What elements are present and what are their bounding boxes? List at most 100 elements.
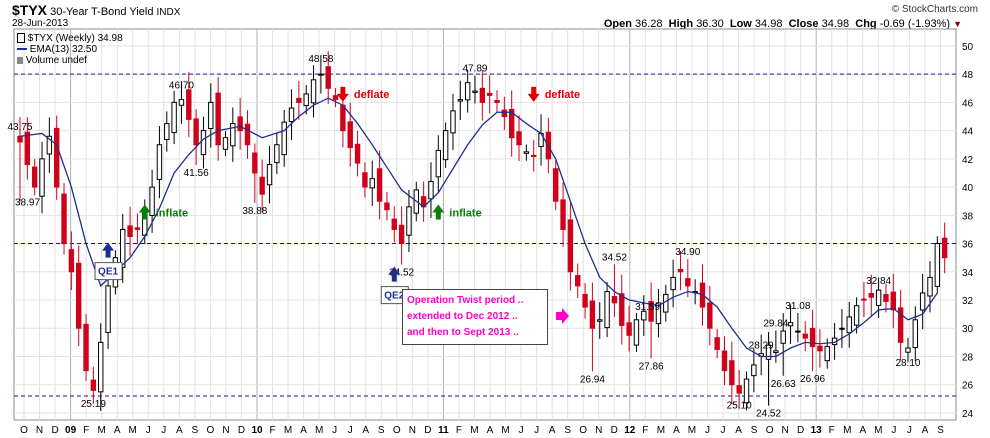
y-tick-label: 34 <box>962 268 974 279</box>
candle-body <box>208 101 214 129</box>
x-tick-label: 13 <box>811 425 823 436</box>
candle-body <box>127 225 133 237</box>
candle-body <box>875 289 882 306</box>
x-tick-label: A <box>549 425 556 436</box>
price-label: 41.56 <box>184 168 209 179</box>
chart-legend: $TYX (Weekly) 34.98 EMA(13) 32.50 Volume… <box>17 33 123 66</box>
candle-body <box>274 144 280 164</box>
legend-volume-icon <box>17 56 23 64</box>
x-tick-label: F <box>456 425 462 436</box>
candle-body <box>347 121 353 149</box>
candle-body <box>516 131 522 146</box>
candle-body <box>105 285 111 333</box>
trend-label: inflate <box>156 208 188 220</box>
candle-body <box>890 291 896 311</box>
price-label: 47.89 <box>462 64 487 75</box>
legend-ema-label: EMA(13) 32.50 <box>29 44 98 55</box>
x-tick-label: F <box>642 425 648 436</box>
ticker-symbol: $TYX <box>12 2 48 18</box>
x-tick-label: A <box>300 425 307 436</box>
price-label: 28.29 <box>749 340 774 351</box>
y-tick-label: 38 <box>962 211 974 222</box>
candle-body <box>780 330 786 344</box>
y-tick-label: 26 <box>962 381 974 392</box>
chg-down-icon: ▼ <box>953 19 962 29</box>
price-label: 34.52 <box>602 252 627 263</box>
arrow-up-icon <box>138 204 151 220</box>
ticker-name: 30-Year T-Bond Yield <box>50 6 154 18</box>
x-tick-label: M <box>470 425 478 436</box>
price-label: 25.10 <box>727 400 752 411</box>
candle-body <box>839 327 845 330</box>
price-label: 26.94 <box>580 374 605 385</box>
x-tick-label: A <box>922 425 929 436</box>
candle-body <box>905 347 911 353</box>
y-tick-label: 36 <box>962 240 974 251</box>
x-tick-label: F <box>269 425 275 436</box>
x-tick-label: 11 <box>438 425 449 436</box>
candle-body <box>310 79 317 104</box>
candle-body <box>685 278 691 287</box>
legend-series-label: $TYX (Weekly) 34.98 <box>27 33 123 44</box>
y-tick-label: 44 <box>962 127 974 138</box>
candle-body <box>589 300 596 329</box>
candle-body <box>384 202 390 211</box>
legend-series: $TYX (Weekly) 34.98 <box>17 33 123 44</box>
x-tick-label: D <box>424 425 431 436</box>
candle-body <box>868 293 874 298</box>
candle-body <box>912 319 919 348</box>
candle-body <box>861 298 867 301</box>
candle-body <box>193 118 199 146</box>
candle-body <box>457 99 464 102</box>
x-tick-label: A <box>673 425 680 436</box>
candle-body <box>927 276 933 297</box>
candle-body <box>736 385 742 394</box>
y-tick-label: 32 <box>962 296 974 307</box>
arrow-right-icon <box>556 308 569 324</box>
candle-body <box>376 168 383 202</box>
arrow-up-icon <box>388 266 401 282</box>
candle-body <box>611 296 618 304</box>
candle-body <box>941 237 948 259</box>
x-tick-label: M <box>874 425 882 436</box>
trend-label: deflate <box>354 89 389 101</box>
candle-body <box>604 291 610 329</box>
candle-body <box>149 186 155 216</box>
y-tick-label: 42 <box>962 155 974 166</box>
candle-body <box>486 92 493 96</box>
x-tick-label: S <box>564 425 571 436</box>
candle-body <box>296 97 302 103</box>
price-label: 38.88 <box>242 206 267 217</box>
price-label: 31.08 <box>785 301 810 312</box>
y-tick-label: 24 <box>962 409 974 420</box>
x-tick-label: J <box>146 425 151 436</box>
price-label: 43.75 <box>7 122 32 133</box>
candle-body <box>340 104 346 132</box>
candle-body <box>707 302 713 329</box>
x-tick-label: J <box>907 425 912 436</box>
candle-body <box>897 307 904 343</box>
twist-line-1: Operation Twist period .. <box>407 295 524 306</box>
x-tick-label: D <box>51 425 58 436</box>
candle-body <box>670 276 676 291</box>
x-tick-label: M <box>315 425 323 436</box>
x-tick-label: M <box>688 425 696 436</box>
chart-header-left: $TYX 30-Year T-Bond Yield INDX <box>12 2 180 18</box>
candle-body <box>200 130 207 156</box>
open-label: Open <box>603 18 632 30</box>
arrow-up-icon <box>102 242 115 258</box>
x-tick-label: J <box>161 425 166 436</box>
candle-body <box>98 341 104 393</box>
candle-body <box>46 135 53 155</box>
x-tick-label: A <box>114 425 121 436</box>
candle-body <box>252 152 258 174</box>
x-tick-label: N <box>409 425 416 436</box>
x-tick-label: J <box>348 425 353 436</box>
candle-body <box>53 127 60 188</box>
candle-body <box>325 66 331 89</box>
candle-body <box>244 123 251 146</box>
candle-body <box>743 378 750 404</box>
x-tick-label: M <box>284 425 292 436</box>
x-tick-label: M <box>501 425 509 436</box>
arrow-up-icon <box>432 204 445 220</box>
